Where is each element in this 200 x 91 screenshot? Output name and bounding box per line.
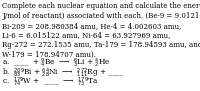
Text: c.  $^{179}_{74}$W +  ____  ⟶  $^{179}_{73}$Ta: c. $^{179}_{74}$W + ____ ⟶ $^{179}_{73}$… (2, 76, 99, 89)
Text: Complete each nuclear equation and calculate the energy change (in
J/mol of reac: Complete each nuclear equation and calcu… (2, 2, 200, 59)
Text: b.  $^{209}_{83}$Bi + $^{64}_{28}$Ni  ⟶  $^{272}_{111}$Rg + ____: b. $^{209}_{83}$Bi + $^{64}_{28}$Ni ⟶ $^… (2, 66, 125, 80)
Text: a.  ____  + $^{9}_{4}$Be  ⟶  $^{6}_{3}$Li + $^{4}_{2}$He: a. ____ + $^{9}_{4}$Be ⟶ $^{6}_{3}$Li + … (2, 57, 111, 70)
